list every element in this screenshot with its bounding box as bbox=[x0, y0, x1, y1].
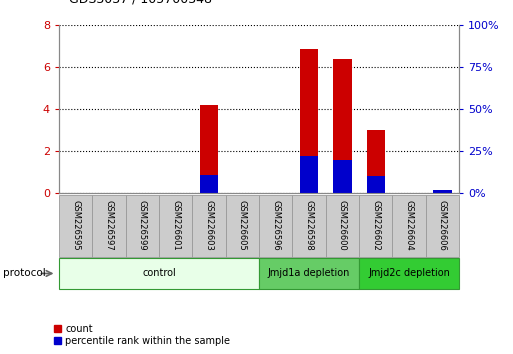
Bar bbox=[433, 190, 451, 193]
Bar bbox=[333, 160, 351, 193]
Bar bbox=[359, 195, 392, 257]
Text: GSM226600: GSM226600 bbox=[338, 200, 347, 251]
Text: Jmjd1a depletion: Jmjd1a depletion bbox=[268, 268, 350, 279]
Bar bbox=[226, 195, 259, 257]
Bar bbox=[367, 130, 385, 193]
Text: GSM226603: GSM226603 bbox=[205, 200, 213, 251]
Bar bbox=[192, 195, 226, 257]
Text: GSM226596: GSM226596 bbox=[271, 200, 280, 251]
Text: GSM226604: GSM226604 bbox=[405, 200, 413, 251]
Text: protocol: protocol bbox=[3, 268, 45, 279]
Bar bbox=[200, 105, 218, 193]
Bar bbox=[259, 195, 292, 257]
Bar bbox=[300, 156, 318, 193]
Text: GSM226597: GSM226597 bbox=[105, 200, 113, 251]
Bar bbox=[433, 190, 451, 193]
Bar bbox=[367, 176, 385, 193]
Text: GSM226602: GSM226602 bbox=[371, 200, 380, 251]
Bar bbox=[159, 195, 192, 257]
Text: Jmjd2c depletion: Jmjd2c depletion bbox=[368, 268, 450, 279]
Bar bbox=[92, 195, 126, 257]
Legend: count, percentile rank within the sample: count, percentile rank within the sample bbox=[53, 324, 230, 346]
Bar bbox=[300, 49, 318, 193]
Bar bbox=[292, 195, 326, 257]
Text: GDS3037 / 105700348: GDS3037 / 105700348 bbox=[69, 0, 212, 5]
Text: GSM226606: GSM226606 bbox=[438, 200, 447, 251]
Bar bbox=[59, 195, 92, 257]
Text: GSM226599: GSM226599 bbox=[138, 200, 147, 251]
Text: GSM226598: GSM226598 bbox=[305, 200, 313, 251]
Bar bbox=[200, 175, 218, 193]
Bar bbox=[259, 258, 359, 289]
Bar bbox=[126, 195, 159, 257]
Text: GSM226595: GSM226595 bbox=[71, 200, 80, 251]
Bar bbox=[333, 59, 351, 193]
Bar bbox=[426, 195, 459, 257]
Bar bbox=[392, 195, 426, 257]
Bar bbox=[59, 258, 259, 289]
Text: control: control bbox=[142, 268, 176, 279]
Bar bbox=[326, 195, 359, 257]
Bar bbox=[359, 258, 459, 289]
Text: GSM226605: GSM226605 bbox=[238, 200, 247, 251]
Text: GSM226601: GSM226601 bbox=[171, 200, 180, 251]
